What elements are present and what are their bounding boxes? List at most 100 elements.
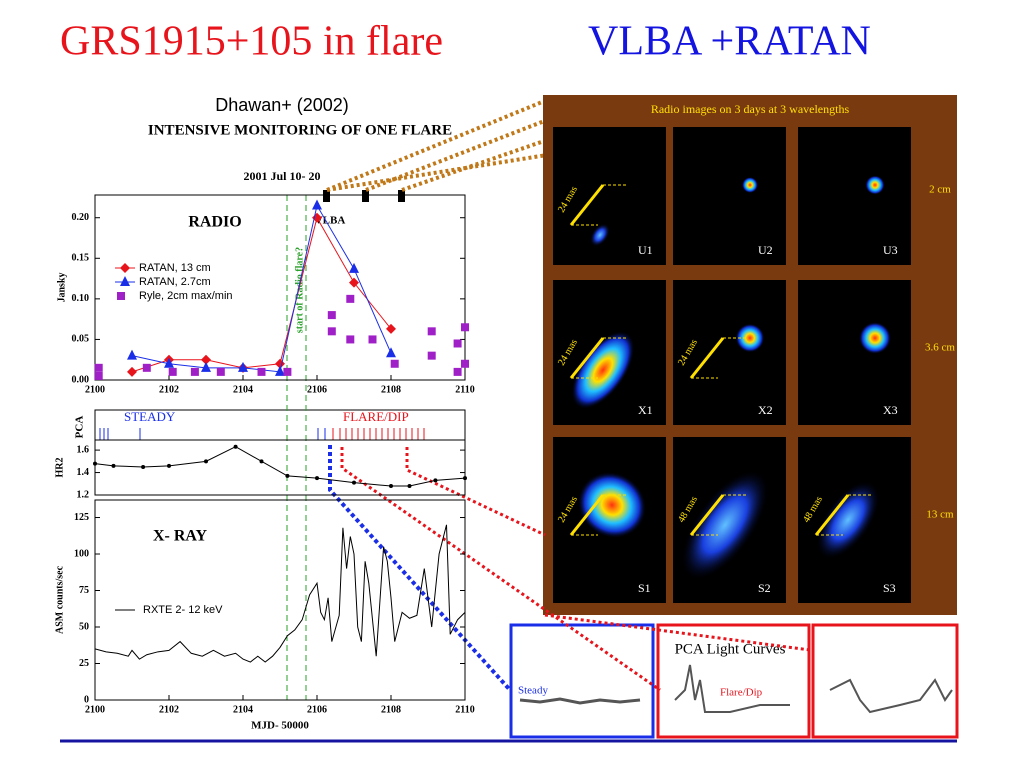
point: [93, 461, 97, 466]
pca-box-dip: [811, 623, 959, 739]
pca-trace: [674, 664, 790, 713]
radio-source: [735, 323, 765, 353]
point: [407, 484, 412, 489]
flare-label: FLARE/DIP: [343, 409, 409, 424]
panel-label: U3: [883, 243, 898, 257]
point: [315, 476, 319, 481]
panel-label: X2: [758, 403, 773, 417]
point: [389, 484, 393, 489]
point: [427, 327, 436, 336]
point: [167, 463, 171, 468]
y-tick-label: 0.15: [72, 253, 90, 264]
point: [349, 277, 359, 288]
annotation: X- RAY: [153, 528, 208, 545]
point: [349, 262, 359, 273]
vlba-epoch: [323, 190, 330, 202]
point: [433, 478, 438, 483]
point: [127, 366, 137, 377]
x-tick-label: 2102: [159, 704, 179, 715]
pca-box-flare: [656, 623, 811, 739]
y-axis-label: HR2: [54, 458, 65, 478]
y-axis-label: Jansky: [56, 272, 67, 302]
pca-flare-label: Flare/Dip: [720, 687, 763, 699]
pca-trace: [829, 678, 953, 714]
series-line: [131, 216, 392, 373]
image-frame: [798, 127, 911, 265]
panel-label: X1: [638, 403, 653, 417]
x-tick-label: 2100: [85, 704, 105, 715]
point: [164, 357, 174, 368]
point: [168, 367, 177, 376]
point: [190, 367, 199, 376]
image-frame: [673, 127, 786, 265]
scale-arrow: [689, 494, 725, 536]
legend-label: RATAN, 13 cm: [139, 262, 211, 274]
x-tick-label: 2104: [233, 384, 253, 395]
scale-arrow: [569, 337, 605, 379]
vlba-epoch: [362, 190, 369, 202]
annotation: start of Radio flare?: [294, 247, 305, 333]
y-tick-label: 25: [79, 658, 89, 669]
y-tick-label: 0.20: [72, 212, 90, 223]
x-tick-label: 2108: [381, 384, 401, 395]
point: [390, 359, 399, 368]
point: [427, 351, 436, 360]
point: [257, 367, 266, 376]
series-line: [94, 446, 466, 487]
heading: INTENSIVE MONITORING OF ONE FLARE: [148, 122, 452, 138]
x-tick-label: 2106: [307, 384, 327, 395]
epoch-connectors: [326, 98, 548, 192]
y-tick-label: 1.2: [77, 489, 90, 500]
slide-title-lead: GRS1915+105 in flare: [60, 19, 443, 65]
point: [346, 335, 355, 344]
pca-trace: [519, 697, 641, 705]
y-tick-label: 0.10: [72, 293, 90, 304]
point: [463, 476, 467, 481]
wavelength-label: 3.6 cm: [925, 342, 955, 354]
radio-source: [681, 470, 769, 580]
slide-title-tail: VLBA +RATAN: [588, 19, 871, 65]
image-frame: [673, 280, 786, 425]
radio-source: [590, 223, 610, 247]
y-tick-label: 0.00: [72, 374, 90, 385]
y-tick-label: 75: [79, 585, 89, 596]
radio-source: [571, 331, 635, 409]
point: [453, 367, 462, 376]
y-tick-label: 1.6: [77, 444, 90, 455]
point: [259, 459, 264, 464]
flare-connector: [544, 613, 811, 652]
x-tick-label: 2110: [455, 384, 474, 395]
point: [386, 347, 396, 358]
pca-flare-ticks: [332, 428, 425, 440]
flare-connector: [340, 447, 661, 692]
scale-arrow: [569, 494, 605, 536]
radio-source: [865, 175, 885, 195]
y-tick-label: 1.4: [77, 467, 90, 478]
panel-label: S1: [638, 581, 651, 595]
point: [111, 463, 116, 468]
panel-label: U2: [758, 243, 773, 257]
y-tick-label: 100: [74, 548, 89, 559]
plot-frame: [94, 194, 466, 381]
point: [117, 292, 125, 300]
radio-source: [742, 177, 758, 193]
point: [283, 367, 292, 376]
x-tick-label: 2102: [159, 384, 179, 395]
point: [141, 464, 146, 469]
point: [201, 361, 211, 372]
vlba-epoch: [398, 190, 405, 202]
plot-frame: [94, 439, 466, 496]
point: [327, 311, 336, 320]
point: [94, 363, 103, 372]
legend-label: RXTE 2- 12 keV: [143, 604, 223, 616]
point: [368, 335, 377, 344]
series-line: [94, 524, 466, 663]
scale-arrow: [569, 184, 605, 226]
wavelength-label: 13 cm: [926, 509, 954, 521]
y-axis-label: ASM counts/sec: [54, 565, 65, 634]
annotation: VLBA: [315, 215, 346, 227]
radio-source: [816, 481, 880, 559]
point: [201, 354, 211, 365]
point: [120, 263, 130, 273]
